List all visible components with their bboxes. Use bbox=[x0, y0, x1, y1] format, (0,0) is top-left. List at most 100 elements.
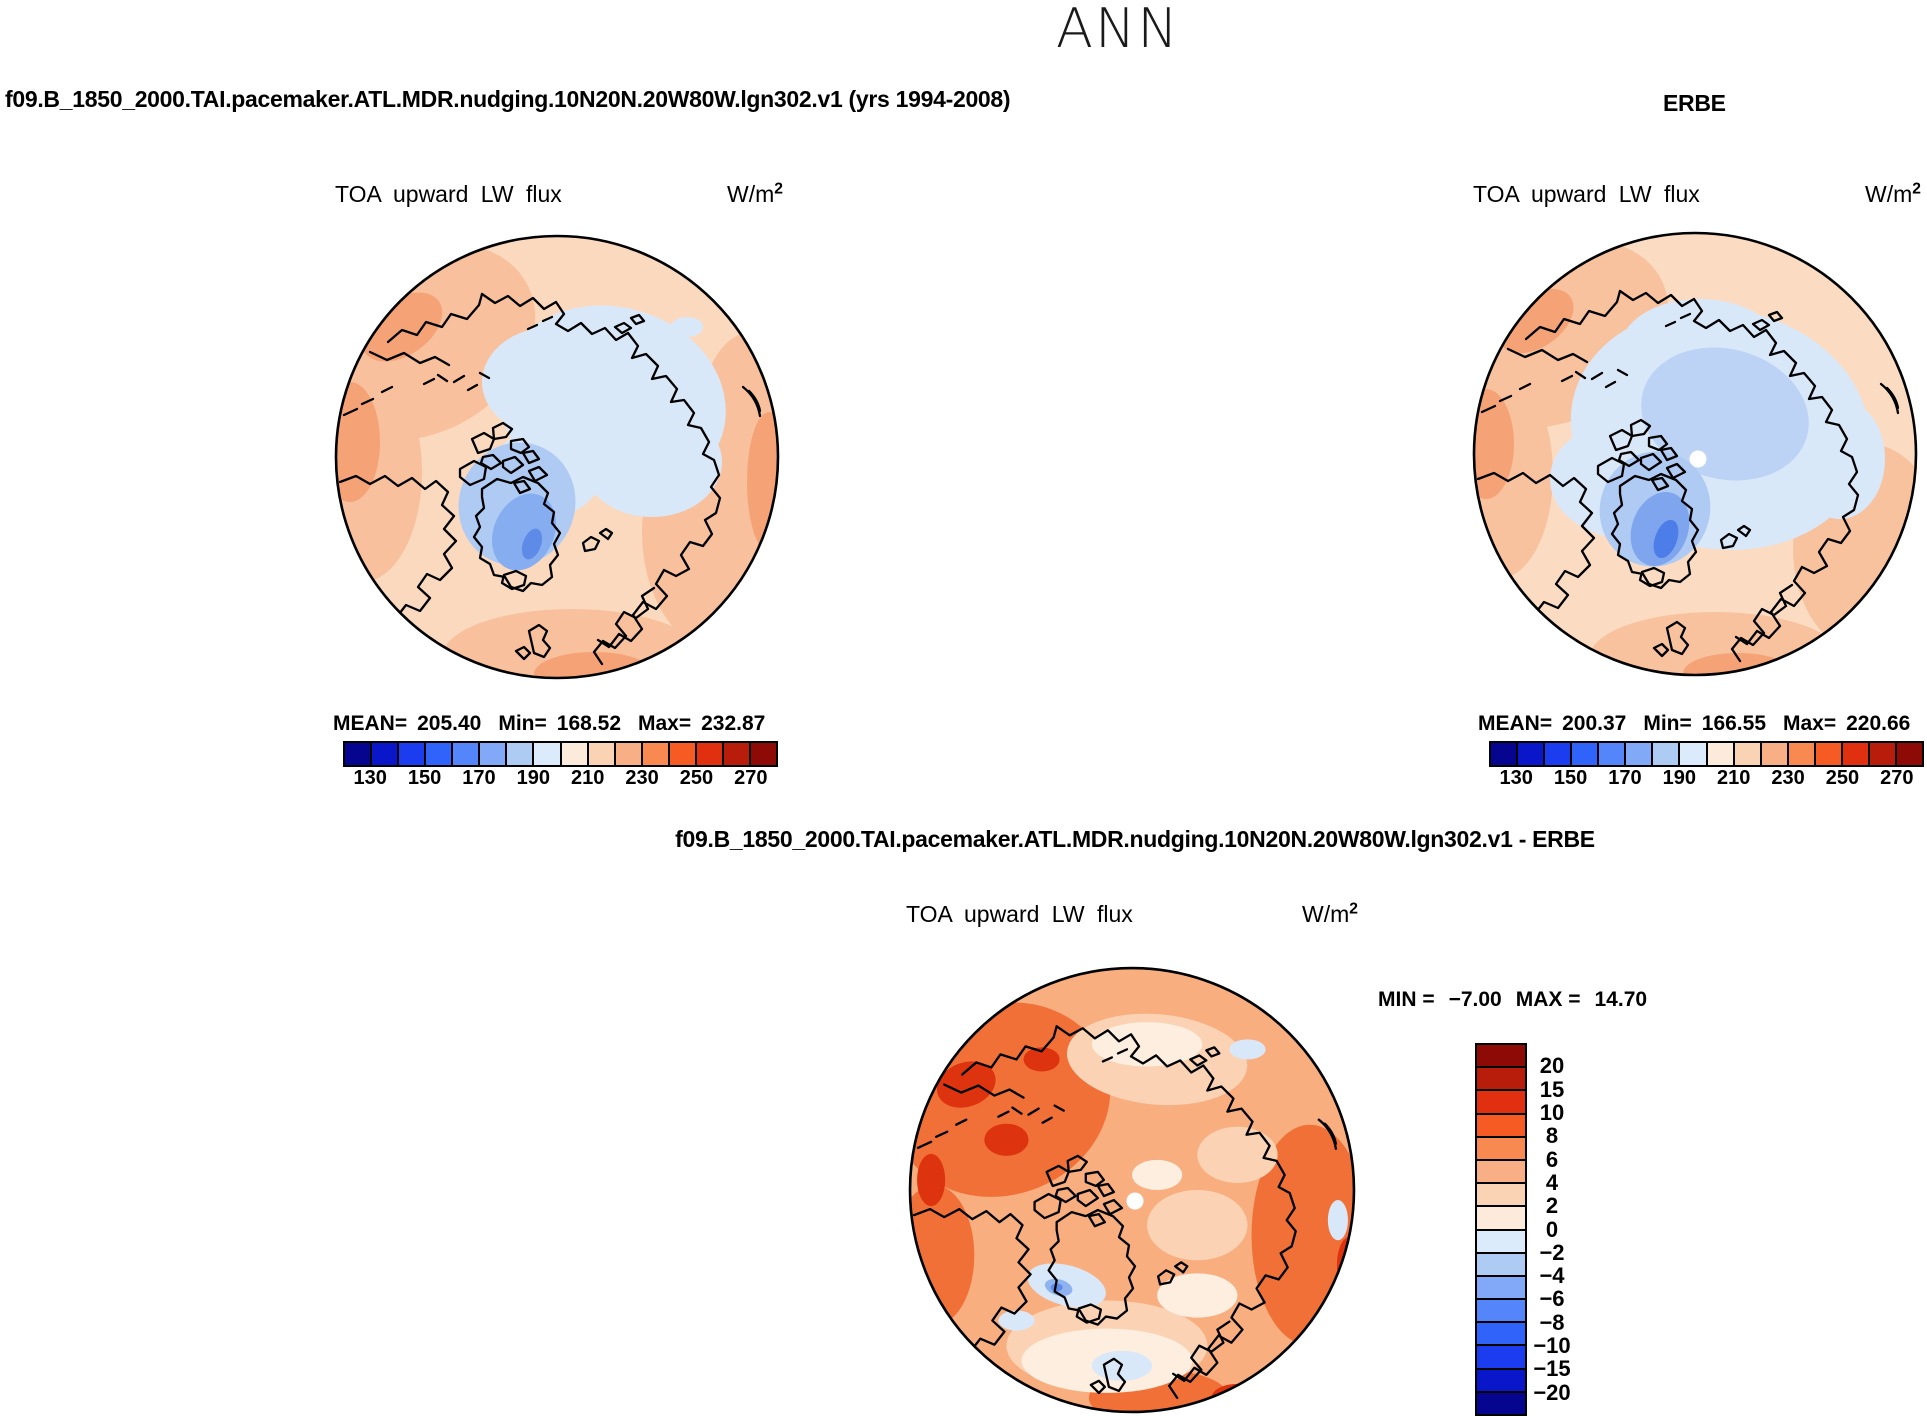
colorbar-cell bbox=[1516, 743, 1544, 765]
model-panel-title-row: TOA upward LW flux W/m2 bbox=[335, 181, 783, 208]
min-value: 168.52 bbox=[556, 712, 621, 735]
colorbar-cell bbox=[1705, 743, 1733, 765]
diff-units-label: W/m2 bbox=[1302, 901, 1358, 928]
min-label: Min= bbox=[498, 712, 547, 735]
colorbar-tick-label: 0 bbox=[1545, 1216, 1559, 1242]
colorbar-tick-label: −2 bbox=[1539, 1239, 1565, 1265]
diff-max-label: MAX = bbox=[1515, 988, 1581, 1011]
map-border bbox=[908, 966, 1356, 1414]
colorbar-cell bbox=[1477, 1112, 1525, 1136]
diff-min-label: MIN = bbox=[1378, 988, 1435, 1011]
units-exponent: 2 bbox=[1349, 900, 1358, 918]
model-contour-fill bbox=[336, 236, 778, 678]
colorbar-cell bbox=[586, 743, 614, 765]
colorbar-tick-label: 8 bbox=[1545, 1123, 1559, 1149]
colorbar-cell bbox=[1491, 743, 1517, 765]
obs-units-label: W/m2 bbox=[1865, 181, 1921, 208]
colorbar-cell bbox=[1543, 743, 1571, 765]
model-case-header: f09.B_1850_2000.TAI.pacemaker.ATL.MDR.nu… bbox=[5, 86, 1011, 112]
colorbar-cell bbox=[1477, 1298, 1525, 1322]
colorbar-tick-label: 210 bbox=[1717, 767, 1751, 789]
obs-panel-title-row: TOA upward LW flux W/m2 bbox=[1473, 181, 1921, 208]
colorbar-cell bbox=[748, 743, 776, 765]
colorbar-tick-label: 130 bbox=[1499, 767, 1533, 789]
colorbar-cell bbox=[1477, 1367, 1525, 1391]
model-field-title: TOA upward LW flux bbox=[335, 181, 562, 207]
diff-panel-title-row: TOA upward LW flux W/m2 bbox=[906, 901, 1358, 928]
units-exponent: 2 bbox=[1912, 180, 1921, 198]
obs-colorbar-bar bbox=[1489, 741, 1924, 767]
colorbar-cell bbox=[370, 743, 398, 765]
colorbar-tick-label: −15 bbox=[1533, 1356, 1571, 1382]
colorbar-cell bbox=[1759, 743, 1787, 765]
colorbar-cell bbox=[1732, 743, 1760, 765]
units-exponent: 2 bbox=[774, 180, 783, 198]
colorbar-cell bbox=[532, 743, 560, 765]
obs-colorbar: 130 150 170 190 210 230 250 270 bbox=[1489, 741, 1924, 793]
diff-colorbar-ticks: 20 15 10 8 6 4 2 0 −2 −4 −6 −8 −10 −15 −20 bbox=[1520, 1043, 1584, 1416]
colorbar-cell bbox=[1477, 1205, 1525, 1229]
colorbar-cell bbox=[1477, 1182, 1525, 1206]
colorbar-cell bbox=[1570, 743, 1598, 765]
colorbar-tick-label: 170 bbox=[1608, 767, 1642, 789]
obs-colorbar-ticks: 130 150 170 190 210 230 250 270 bbox=[1489, 767, 1924, 793]
model-units-label: W/m2 bbox=[727, 181, 783, 208]
units-base: W/m bbox=[1302, 901, 1350, 927]
colorbar-cell bbox=[559, 743, 587, 765]
colorbar-cell bbox=[1597, 743, 1625, 765]
colorbar-tick-label: 190 bbox=[1662, 767, 1696, 789]
colorbar-tick-label: 130 bbox=[353, 767, 387, 789]
colorbar-tick-label: 270 bbox=[734, 767, 768, 789]
model-map bbox=[334, 234, 780, 680]
colorbar-tick-label: 20 bbox=[1539, 1053, 1565, 1079]
colorbar-cell bbox=[451, 743, 479, 765]
pole-dot bbox=[1126, 1192, 1144, 1210]
colorbar-cell bbox=[667, 743, 695, 765]
units-base: W/m bbox=[1865, 181, 1913, 207]
diff-colorbar-bar bbox=[1475, 1043, 1527, 1416]
obs-field-title: TOA upward LW flux bbox=[1473, 181, 1700, 207]
colorbar-cell bbox=[505, 743, 533, 765]
max-label: Max= bbox=[638, 712, 692, 735]
colorbar-tick-label: 6 bbox=[1545, 1146, 1559, 1172]
colorbar-tick-label: 230 bbox=[625, 767, 659, 789]
max-label: Max= bbox=[1783, 712, 1837, 735]
colorbar-cell bbox=[478, 743, 506, 765]
colorbar-tick-label: −20 bbox=[1533, 1379, 1571, 1405]
colorbar-cell bbox=[1477, 1089, 1525, 1113]
pole-dot bbox=[1689, 450, 1707, 468]
colorbar-cell bbox=[1477, 1158, 1525, 1183]
colorbar-tick-label: 270 bbox=[1880, 767, 1914, 789]
map-border bbox=[334, 234, 780, 680]
colorbar-cell bbox=[424, 743, 452, 765]
colorbar-tick-label: 15 bbox=[1539, 1076, 1565, 1102]
colorbar-tick-label: 150 bbox=[1553, 767, 1588, 789]
colorbar-tick-label: 150 bbox=[407, 767, 442, 789]
colorbar-cell bbox=[640, 743, 668, 765]
colorbar-cell bbox=[1477, 1228, 1525, 1252]
diff-max-value: 14.70 bbox=[1594, 988, 1648, 1011]
units-base: W/m bbox=[727, 181, 775, 207]
colorbar-cell bbox=[1813, 743, 1841, 765]
colorbar-tick-label: 170 bbox=[462, 767, 496, 789]
mean-label: MEAN= bbox=[1478, 712, 1553, 735]
colorbar-tick-label: 10 bbox=[1539, 1099, 1565, 1125]
obs-stats: MEAN= 200.37 Min= 166.55 Max= 220.66 bbox=[1478, 712, 1910, 736]
obs-header: ERBE bbox=[1663, 90, 1726, 116]
diff-minmax: MIN = −7.00 MAX = 14.70 bbox=[1378, 988, 1661, 1012]
min-value: 166.55 bbox=[1701, 712, 1766, 735]
colorbar-cell bbox=[1477, 1066, 1525, 1090]
colorbar-cell bbox=[1678, 743, 1706, 765]
colorbar-tick-label: 190 bbox=[516, 767, 550, 789]
colorbar-tick-label: 210 bbox=[571, 767, 605, 789]
diff-header: f09.B_1850_2000.TAI.pacemaker.ATL.MDR.nu… bbox=[675, 826, 1595, 852]
colorbar-cell bbox=[1477, 1344, 1525, 1368]
diff-field-title: TOA upward LW flux bbox=[906, 901, 1133, 927]
colorbar-cell bbox=[1894, 743, 1922, 765]
model-stats: MEAN= 205.40 Min= 168.52 Max= 232.87 bbox=[333, 712, 765, 736]
colorbar-tick-label: −10 bbox=[1533, 1333, 1571, 1359]
max-value: 220.66 bbox=[1846, 712, 1911, 735]
min-label: Min= bbox=[1643, 712, 1692, 735]
map-border bbox=[1472, 231, 1918, 677]
colorbar-cell bbox=[1867, 743, 1895, 765]
